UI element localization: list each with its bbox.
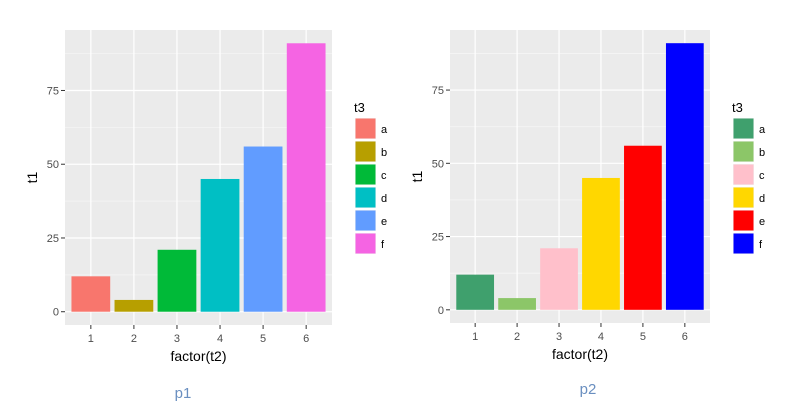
- x-tick-label: 6: [303, 333, 309, 345]
- bar-1: [456, 274, 495, 310]
- x-tick-label: 2: [514, 331, 520, 343]
- bar-3: [540, 248, 578, 310]
- legend-key-d: [355, 187, 376, 208]
- x-tick-label: 5: [640, 331, 646, 343]
- legend-label: a: [381, 124, 388, 136]
- plot-caption: p2: [580, 381, 597, 398]
- x-axis-title: factor(t2): [170, 348, 226, 364]
- bar-3: [157, 249, 197, 312]
- bar-2: [498, 298, 536, 310]
- x-tick-label: 3: [174, 333, 180, 345]
- y-axis-title: t1: [24, 171, 40, 183]
- y-tick-label: 75: [47, 85, 59, 97]
- legend-key-a: [355, 118, 376, 139]
- legend-title: t3: [732, 100, 743, 115]
- legend-key-f: [733, 233, 754, 254]
- plot-caption: p1: [175, 385, 192, 402]
- bar-6: [286, 43, 326, 312]
- legend-label: b: [381, 147, 387, 159]
- y-tick-label: 25: [47, 233, 59, 245]
- bar-6: [665, 43, 704, 310]
- y-tick-label: 0: [438, 305, 444, 317]
- x-tick-label: 2: [131, 333, 137, 345]
- y-tick-label: 0: [53, 307, 59, 319]
- legend-label: f: [381, 239, 385, 251]
- bar-4: [582, 177, 620, 310]
- legend-label: b: [759, 147, 765, 159]
- bar-5: [624, 145, 662, 310]
- bar-1: [71, 276, 111, 312]
- x-tick-label: 1: [472, 331, 478, 343]
- x-axis-title: factor(t2): [552, 346, 608, 362]
- legend-title: t3: [354, 100, 365, 115]
- x-tick-label: 1: [88, 333, 94, 345]
- legend-label: e: [759, 216, 765, 228]
- bar-4: [200, 178, 240, 312]
- legend-key-e: [355, 210, 376, 231]
- x-tick-label: 6: [682, 331, 688, 343]
- x-tick-label: 4: [217, 333, 223, 345]
- y-tick-label: 50: [47, 159, 59, 171]
- x-tick-label: 5: [260, 333, 266, 345]
- legend-label: f: [759, 239, 763, 251]
- legend-key-d: [733, 187, 754, 208]
- legend-label: c: [381, 170, 387, 182]
- legend-key-a: [733, 118, 754, 139]
- bar-5: [243, 146, 283, 312]
- y-tick-label: 50: [432, 158, 444, 170]
- legend-key-b: [355, 141, 376, 162]
- legend-label: c: [759, 170, 765, 182]
- legend-key-c: [733, 164, 754, 185]
- legend-key-e: [733, 210, 754, 231]
- bar-2: [114, 299, 154, 312]
- x-tick-label: 3: [556, 331, 562, 343]
- legend-label: a: [759, 124, 766, 136]
- y-axis-title: t1: [409, 170, 425, 182]
- legend-label: d: [759, 193, 765, 205]
- legend-key-c: [355, 164, 376, 185]
- legend-label: e: [381, 216, 387, 228]
- legend-key-f: [355, 233, 376, 254]
- x-tick-label: 4: [598, 331, 604, 343]
- y-tick-label: 75: [432, 85, 444, 97]
- legend-key-b: [733, 141, 754, 162]
- legend-label: d: [381, 193, 387, 205]
- y-tick-label: 25: [432, 232, 444, 244]
